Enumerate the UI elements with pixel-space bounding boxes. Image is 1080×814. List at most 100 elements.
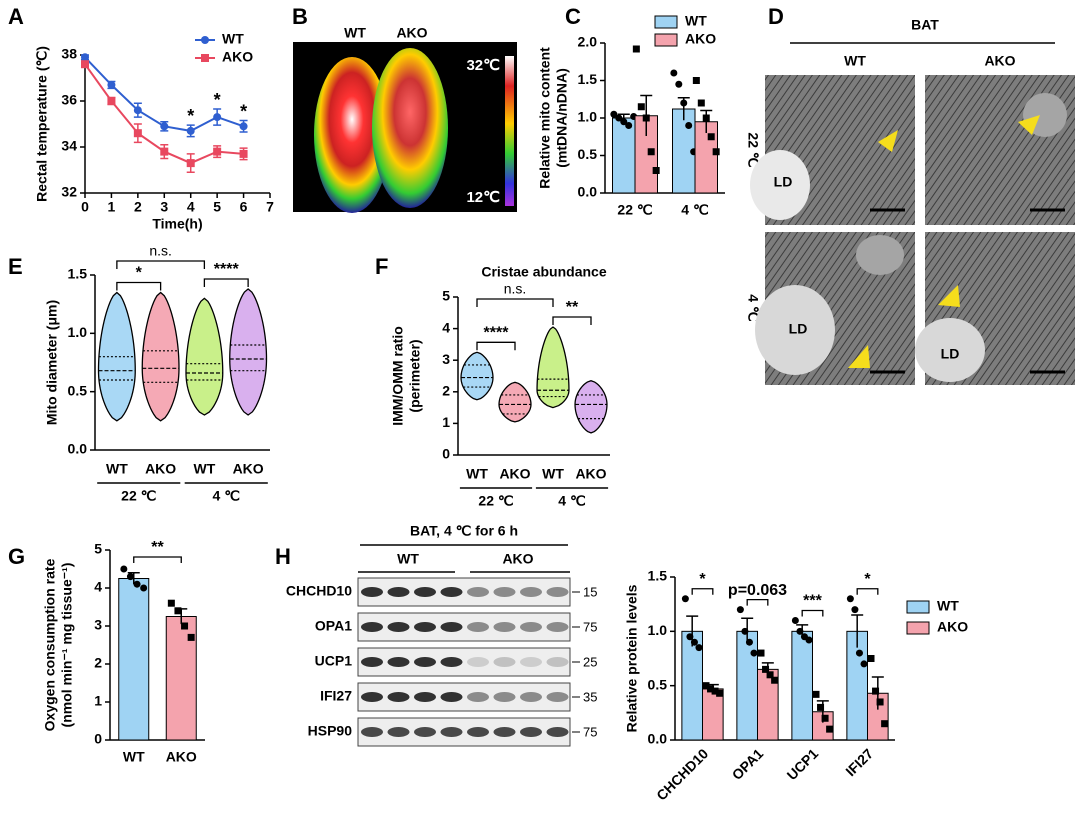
marker	[707, 685, 715, 693]
y-tick-label: 36	[61, 92, 77, 108]
x-tick-label: AKO	[499, 466, 530, 482]
y-tick-label: 4	[442, 319, 450, 335]
scale-label: 12℃	[466, 189, 500, 206]
significance: n.s.	[504, 281, 527, 297]
y-tick-label: 2.0	[578, 34, 598, 50]
legend-label: WT	[685, 13, 707, 29]
error-bar	[127, 572, 140, 585]
marker	[766, 671, 774, 679]
micrographs	[750, 75, 1075, 385]
blot-band	[440, 727, 463, 737]
legend-swatch	[654, 15, 678, 29]
marker	[757, 649, 765, 657]
blot-band	[440, 657, 463, 667]
panel-letter: C	[565, 4, 581, 29]
y-tick-label: 38	[61, 46, 77, 62]
y-tick-label: 1.5	[578, 71, 598, 87]
marker	[821, 714, 829, 722]
legend-label: AKO	[685, 31, 716, 47]
group-label: WT	[397, 551, 419, 567]
marker	[680, 99, 688, 107]
size-label: 75	[583, 724, 597, 739]
marker	[642, 114, 650, 122]
violin	[460, 351, 494, 401]
blot-band	[387, 622, 410, 632]
x-tick-label: AKO	[575, 466, 606, 482]
y-tick-label: 1	[442, 414, 450, 430]
blot-band	[467, 692, 489, 702]
blot-band	[440, 587, 463, 597]
blot-band	[546, 622, 569, 632]
significance: ****	[214, 261, 240, 278]
marker	[174, 607, 182, 615]
bracket	[203, 278, 249, 287]
y-tick-label: 0.5	[68, 382, 88, 398]
y-tick-label: 0	[442, 446, 450, 462]
blot-band	[361, 657, 383, 667]
protein-label: OPA1	[315, 618, 352, 634]
violin	[536, 326, 570, 409]
marker	[817, 703, 825, 711]
significance: ****	[484, 325, 510, 342]
marker	[812, 690, 820, 698]
size-label: 25	[583, 654, 597, 669]
marker	[685, 122, 693, 129]
blot-band	[493, 657, 516, 667]
x-tick-label: WT	[106, 461, 128, 477]
marker	[133, 580, 141, 588]
marker	[610, 110, 618, 118]
x-tick-label: 22 ℃	[617, 202, 652, 218]
y-axis-label: Rectal temperature (℃)	[34, 46, 50, 202]
marker	[826, 725, 834, 733]
protein-label: IFI27	[320, 688, 352, 704]
marker	[711, 687, 719, 695]
column-label: WT	[844, 53, 866, 69]
protein-label: CHCHD10	[286, 583, 352, 599]
protein-label: HSP90	[308, 723, 353, 739]
bracket	[116, 260, 206, 269]
violin	[498, 381, 532, 423]
marker	[876, 698, 884, 706]
blot-band	[493, 727, 516, 737]
y-tick-label: 1.5	[648, 568, 668, 584]
y-tick-label: 2	[94, 655, 102, 671]
protein-label: UCP1	[315, 653, 353, 669]
panel-letter: F	[375, 254, 388, 279]
panel-letter: D	[768, 4, 784, 29]
size-label: 15	[583, 584, 597, 599]
blot-band	[387, 657, 410, 667]
y-axis-label: (nmol min⁻¹ mg tissue⁻¹)	[59, 563, 75, 728]
x-tick-label: 7	[266, 199, 274, 215]
x-tick-label: 3	[160, 199, 168, 215]
bracket	[746, 598, 769, 606]
bracket	[133, 556, 182, 563]
y-axis-label: IMM/OMM ratio	[390, 326, 406, 426]
bracket	[476, 298, 554, 308]
x-tick-label: UCP1	[784, 745, 822, 783]
marker	[81, 53, 89, 62]
blot-band	[361, 692, 383, 702]
blot-band	[361, 622, 383, 632]
error-bar	[851, 614, 864, 648]
marker	[652, 167, 660, 174]
column-label: AKO	[984, 53, 1015, 69]
marker	[736, 606, 744, 614]
marker	[632, 45, 640, 53]
x-tick-label: WT	[193, 461, 215, 477]
x-tick-label: IFI27	[842, 745, 876, 779]
image-title: BAT	[911, 17, 939, 33]
chart-title: Cristae abundance	[481, 264, 606, 280]
blot-band	[493, 692, 516, 702]
y-tick-label: 0	[94, 731, 102, 747]
bracket	[476, 341, 516, 351]
marker	[697, 99, 705, 107]
x-tick-label: 4	[187, 199, 195, 215]
marker	[707, 133, 715, 141]
group-label: 4 ℃	[558, 493, 586, 509]
blot-band	[440, 622, 463, 632]
significance: *	[699, 571, 706, 588]
y-tick-label: 32	[61, 184, 77, 200]
panel-letter: H	[275, 544, 291, 569]
x-tick-label: 5	[213, 199, 221, 215]
